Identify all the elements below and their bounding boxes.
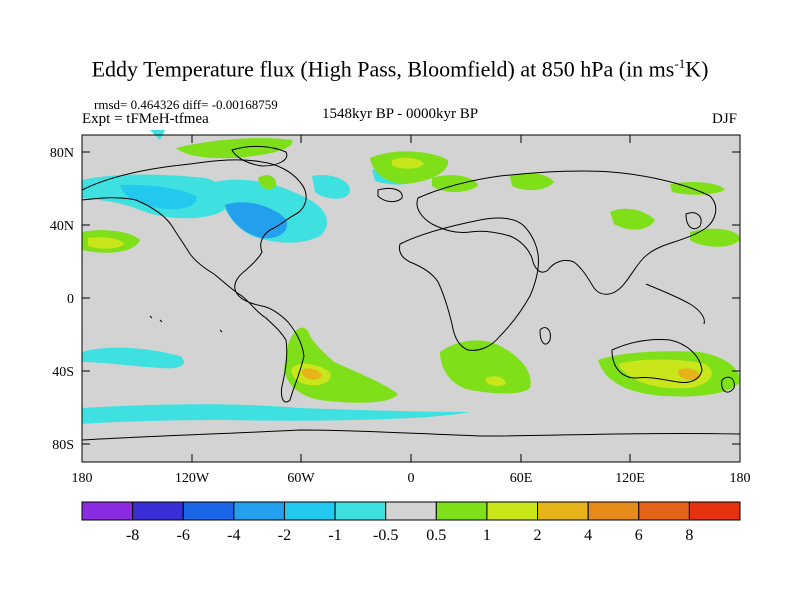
coastlines: [81, 145, 741, 441]
colorbar-label: 1: [483, 527, 491, 544]
colorbar-label: -0.5: [373, 527, 398, 544]
lat-label-40s: 40S: [52, 365, 74, 380]
colorbar-label: -4: [227, 527, 240, 544]
colorbar-label: 8: [685, 527, 693, 544]
colorbar-swatch: [334, 501, 387, 521]
colorbar-label: 6: [635, 527, 643, 544]
colorbar-swatch: [233, 501, 285, 521]
colorbar-swatch: [132, 501, 184, 521]
colorbar-swatch: [537, 501, 589, 521]
colorbar: -8 -6 -4 -2 -1 -0.5 0.5 1 2 4 6 8: [81, 501, 741, 544]
colorbar-label: -2: [278, 527, 291, 544]
longitude-axis: 180 120W 60W 0 60E 120E 180: [72, 135, 751, 486]
map-panel: 80N 40N 0 40S 80S 180 120W 60W 0 60E 120: [50, 130, 751, 486]
colorbar-swatch: [385, 501, 437, 521]
colorbar-label: -6: [177, 527, 190, 544]
lat-label-80n: 80N: [50, 146, 74, 161]
lat-label-80s: 80S: [52, 438, 74, 453]
lon-label-60e: 60E: [510, 471, 533, 486]
colorbar-swatch: [81, 501, 134, 521]
colorbar-swatch: [435, 501, 488, 521]
colorbar-label: 0.5: [426, 527, 446, 544]
lat-label-40n: 40N: [50, 219, 74, 234]
experiment-label: Expt = tFMeH-tfmea: [82, 111, 209, 127]
period-label: 1548kyr BP - 0000kyr BP: [322, 106, 479, 122]
lon-label-120w: 120W: [175, 471, 210, 486]
colorbar-swatch: [638, 501, 690, 521]
lon-label-0: 0: [408, 471, 415, 486]
title-text: Eddy Temperature flux (High Pass, Bloomf…: [91, 56, 675, 82]
colorbar-label: -1: [328, 527, 341, 544]
colorbar-label: 2: [534, 527, 542, 544]
positive-anomaly-patches: [82, 138, 740, 403]
colorbar-swatch: [688, 501, 741, 521]
lon-label-180e: 180: [730, 471, 751, 486]
colorbar-swatch: [587, 501, 640, 521]
lat-label-0: 0: [67, 292, 74, 307]
colorbar-label: -8: [126, 527, 139, 544]
lon-label-180w: 180: [72, 471, 93, 486]
colorbar-swatch: [182, 501, 235, 521]
colorbar-label: 4: [584, 527, 592, 544]
title-superscript: -1: [674, 56, 686, 71]
lon-label-120e: 120E: [615, 471, 645, 486]
colorbar-swatch: [283, 501, 336, 521]
lon-label-60w: 60W: [287, 471, 315, 486]
title-unit-end: K): [685, 56, 709, 82]
colorbar-swatch: [486, 501, 539, 521]
stats-label: rmsd= 0.464326 diff= -0.00168759: [94, 97, 278, 112]
season-label: DJF: [712, 111, 738, 127]
plot-title: Eddy Temperature flux (High Pass, Bloomf…: [0, 56, 800, 82]
latitude-axis: 80N 40N 0 40S 80S: [50, 146, 740, 453]
